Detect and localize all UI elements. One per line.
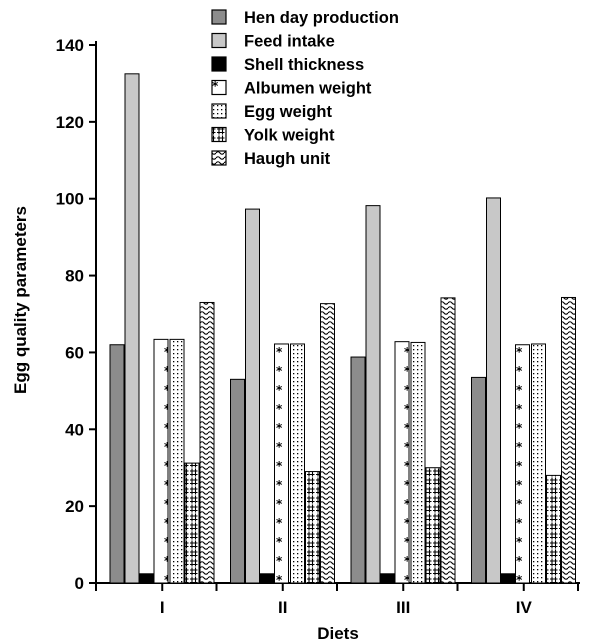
- bar-haugh-unit-iv: [561, 296, 576, 584]
- y-tick-label-140: 140: [56, 36, 84, 55]
- legend-swatch-albumen-weight: [211, 79, 227, 96]
- x-tick-label-i: I: [160, 598, 165, 617]
- bar-albumen-weight-i: [153, 338, 169, 584]
- bar-shell-thickness-i: [139, 573, 155, 584]
- y-tick-label-80: 80: [65, 267, 84, 286]
- bar-feed-intake-i: [124, 73, 140, 584]
- legend-label-hen-day-production: Hen day production: [244, 9, 399, 27]
- bar-albumen-weight-iii: [394, 341, 410, 584]
- bar-egg-weight-ii: [290, 343, 305, 584]
- legend-label-yolk-weight: Yolk weight: [244, 127, 335, 145]
- bar-hen-day-production-iv: [471, 376, 486, 584]
- bar-feed-intake-iii: [365, 205, 381, 584]
- legend-label-albumen-weight: Albumen weight: [244, 80, 372, 98]
- y-tick-label-20: 20: [65, 497, 84, 516]
- legend-swatch-shell-thickness: [211, 56, 227, 72]
- bar-feed-intake-ii: [245, 208, 260, 584]
- y-tick-label-0: 0: [75, 574, 84, 593]
- legend-label-feed-intake: Feed intake: [244, 33, 335, 51]
- bar-hen-day-production-ii: [230, 378, 245, 584]
- bar-shell-thickness-iv: [501, 573, 516, 584]
- bar-haugh-unit-iii: [440, 297, 456, 584]
- y-tick-label-120: 120: [56, 113, 84, 132]
- legend-label-egg-weight: Egg weight: [244, 103, 333, 121]
- bar-yolk-weight-iii: [425, 467, 441, 584]
- bars: [109, 73, 576, 584]
- bar-albumen-weight-ii: [274, 343, 289, 584]
- bar-albumen-weight-iv: [515, 344, 530, 584]
- bar-feed-intake-iv: [486, 197, 501, 584]
- bar-shell-thickness-iii: [380, 573, 396, 584]
- legend-swatch-haugh-unit: [211, 150, 227, 166]
- x-axis-title: Diets: [317, 624, 359, 643]
- bar-yolk-weight-ii: [305, 471, 320, 584]
- x-tick-label-iv: IV: [516, 598, 533, 617]
- bar-haugh-unit-ii: [320, 303, 335, 584]
- bar-egg-weight-i: [169, 338, 185, 584]
- x-ticks: I II III IV: [95, 583, 579, 617]
- legend-swatch-yolk-weight: [211, 126, 227, 143]
- y-tick-label-60: 60: [65, 343, 84, 362]
- legend-swatch-feed-intake: [211, 32, 227, 49]
- bar-shell-thickness-ii: [260, 573, 275, 584]
- x-tick-label-ii: II: [278, 598, 287, 617]
- bar-egg-weight-iii: [410, 341, 426, 584]
- legend-swatch-egg-weight: [211, 103, 227, 119]
- y-tick-label-100: 100: [56, 190, 84, 209]
- y-axis-title: Egg quality parameters: [11, 206, 30, 394]
- legend-label-shell-thickness: Shell thickness: [244, 56, 364, 74]
- legend: Hen day production Feed intake Shell thick…: [211, 9, 399, 168]
- bar-hen-day-production-iii: [350, 356, 366, 584]
- legend-label-haugh-unit: Haugh unit: [244, 150, 331, 168]
- x-tick-label-iii: III: [396, 598, 410, 617]
- legend-swatch-hen-day-production: [211, 9, 227, 25]
- bar-egg-weight-iv: [531, 343, 546, 584]
- bar-hen-day-production-i: [109, 344, 125, 584]
- y-tick-label-40: 40: [65, 420, 84, 439]
- bar-haugh-unit-i: [199, 301, 215, 584]
- bar-yolk-weight-i: [184, 462, 200, 584]
- bar-yolk-weight-iv: [546, 474, 561, 584]
- y-ticks: 0 20 40 60 80 100 120 140: [56, 36, 96, 593]
